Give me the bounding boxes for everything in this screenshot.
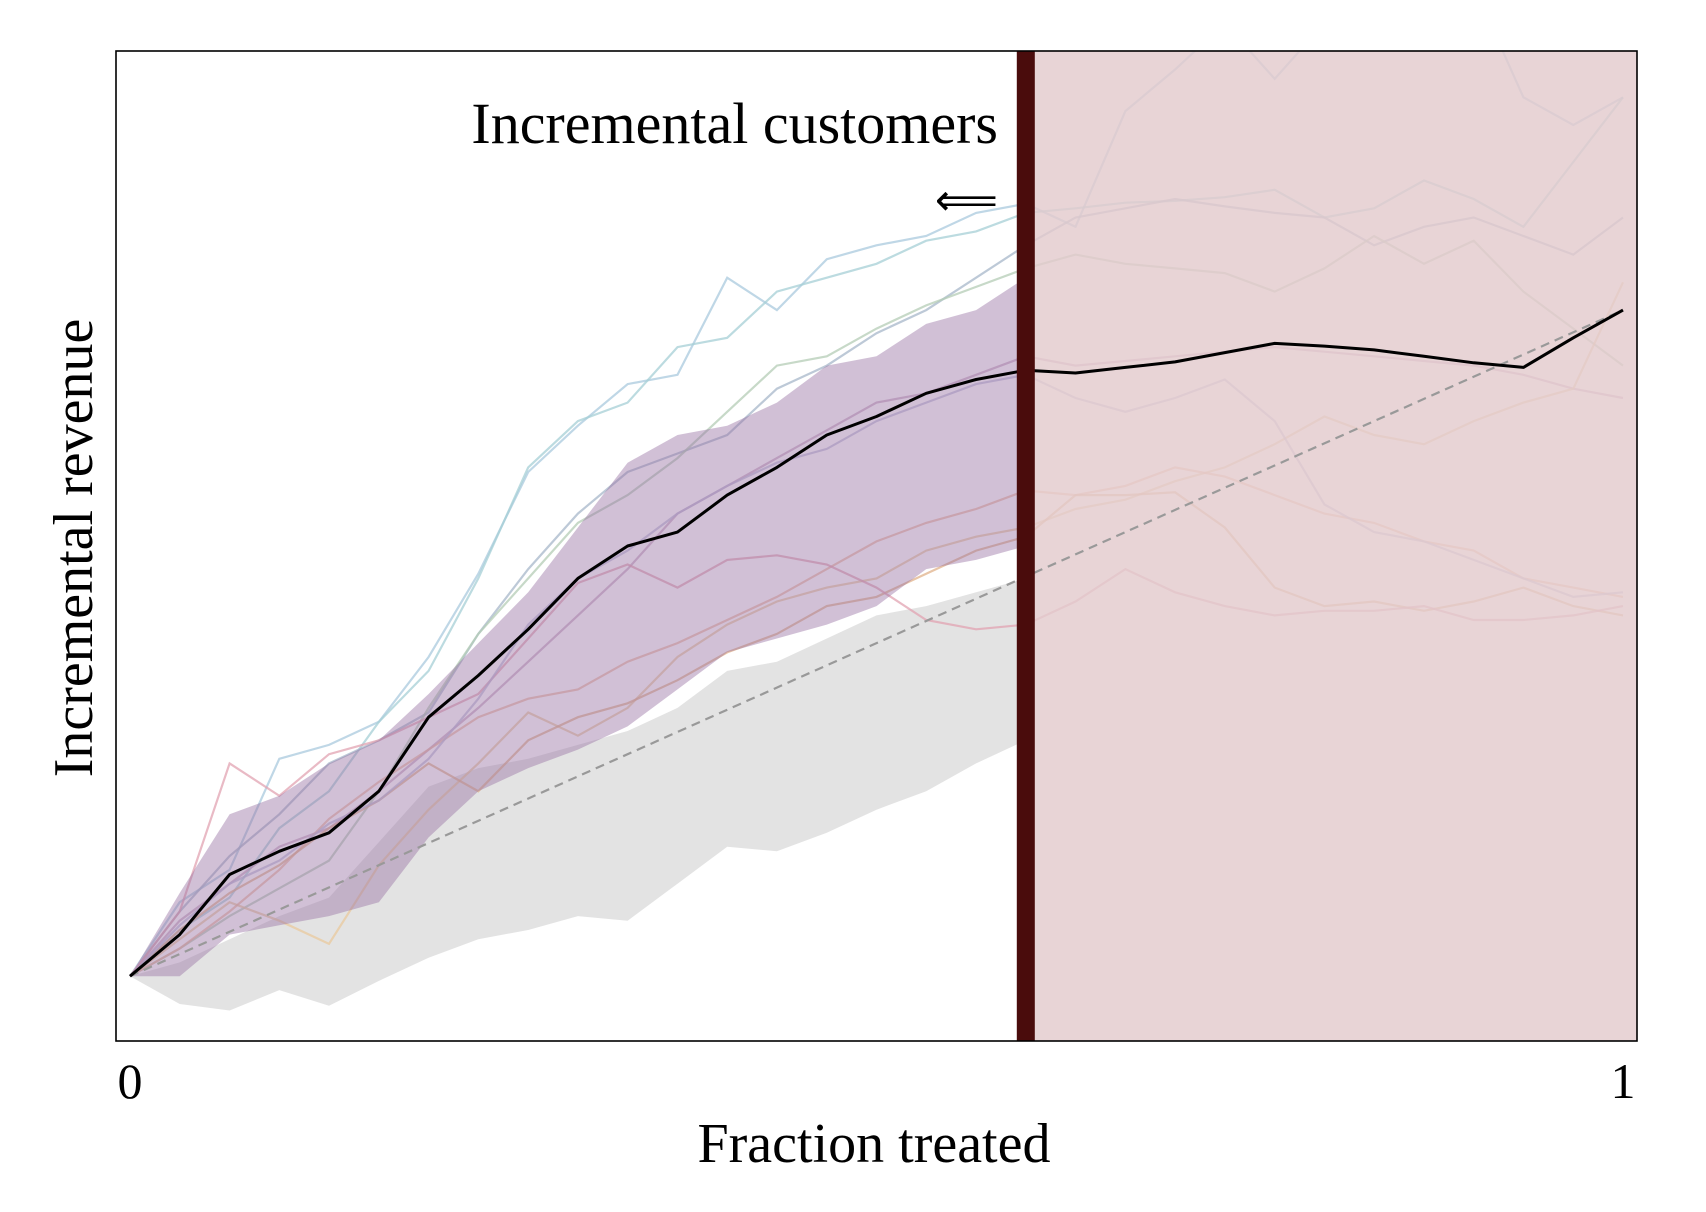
x-axis-label: Fraction treated: [698, 1113, 1051, 1175]
gray-band: [130, 578, 1026, 1011]
plot-frame: [115, 50, 1638, 1042]
x-tick-0: 0: [118, 1053, 143, 1109]
diagonal-reference-line: [129, 309, 1624, 978]
annotation-label: Incremental customers: [471, 91, 998, 156]
left-arrow-icon: ⟸: [935, 175, 998, 226]
shaded-region: [1025, 51, 1637, 1041]
y-axis-label: Incremental revenue: [43, 319, 105, 778]
mean-curve: [129, 308, 1624, 978]
x-tick-1: 1: [1611, 1053, 1636, 1109]
cutoff-line: [1016, 51, 1035, 1041]
